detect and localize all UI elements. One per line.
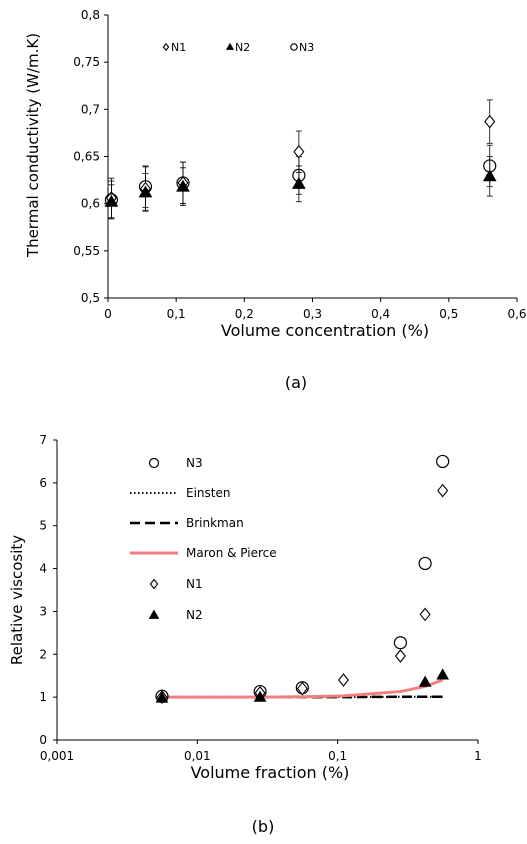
legend-label-n3: N3: [186, 456, 203, 470]
legend-label-brinkman: Brinkman: [186, 516, 244, 530]
y-tick-label: 0: [39, 733, 47, 747]
x-axis-label: Volume concentration (%): [221, 321, 429, 340]
y-tick-label: 5: [39, 519, 47, 533]
data-markers: [104, 114, 497, 207]
point-n3: [104, 193, 119, 207]
x-tick-label: 0,2: [235, 307, 254, 321]
y-tick-label: 1: [39, 690, 47, 704]
point-n2: [155, 691, 169, 703]
legend-marker-n3: [290, 43, 298, 51]
point-n3: [292, 168, 306, 182]
axes: [104, 14, 518, 302]
legend-marker-n3: [148, 457, 160, 469]
point-n1: [484, 114, 496, 129]
y-tick-label: 0,6: [81, 197, 100, 211]
point-n1: [293, 144, 305, 159]
point-n1: [419, 607, 431, 622]
caption-b: (b): [252, 817, 275, 836]
point-n2: [482, 169, 497, 182]
x-axis-label: Volume fraction (%): [191, 763, 350, 782]
x-tick-label: 0: [104, 307, 112, 321]
x-tick-labels: 0 0,1 0,2 0,3 0,4 0,5 0,6: [104, 307, 526, 321]
y-tick-label: 0,8: [81, 8, 100, 22]
point-n3: [483, 159, 497, 173]
y-tick-label: 6: [39, 476, 47, 490]
point-n3: [393, 636, 408, 650]
legend: N1 N2 N3: [162, 41, 314, 54]
legend-label-n2: N2: [186, 608, 203, 622]
point-n3: [418, 556, 432, 571]
legend: N3 Einsten Brinkman Maron & Pierce N1 N2: [130, 456, 277, 622]
x-tick-label: 0,1: [167, 307, 186, 321]
y-tick-label: 3: [39, 604, 47, 618]
x-tick-label: 0,5: [439, 307, 458, 321]
legend-label-einsten: Einsten: [186, 486, 230, 500]
legend-label-n1: N1: [186, 577, 203, 591]
y-tick-labels: 0,5 0,55 0,6 0,65 0,7 0,75 0,8: [73, 8, 100, 305]
y-tick-label: 0,65: [73, 150, 100, 164]
legend-marker-n1: [149, 578, 159, 590]
point-n3: [436, 454, 450, 469]
error-bars: [108, 99, 493, 220]
y-tick-label: 2: [39, 647, 47, 661]
legend-marker-n1: [162, 42, 170, 52]
point-n1: [296, 681, 308, 696]
legend-marker-n2: [225, 42, 235, 50]
legend-marker-n2: [148, 609, 160, 619]
legend-label-n3: N3: [299, 41, 314, 54]
point-n1: [437, 483, 449, 498]
y-axis-label: Relative viscosity: [8, 535, 26, 665]
x-tick-label: 0,4: [371, 307, 390, 321]
x-tick-label: 0,1: [328, 749, 347, 763]
x-tick-label: 1: [474, 749, 482, 763]
legend-label-maron-pierce: Maron & Pierce: [186, 546, 277, 560]
chart-thermal-conductivity: 0,5 0,55 0,6 0,65 0,7 0,75 0,8 0 0,1 0,2 0,3 0,4 0,…: [24, 8, 527, 392]
y-tick-label: 7: [39, 433, 47, 447]
y-tick-label: 4: [39, 562, 47, 576]
y-tick-label: 0,7: [81, 102, 100, 116]
x-tick-label: 0,3: [303, 307, 322, 321]
y-axis-label: Thermal conductivity (W/m.K): [24, 33, 42, 258]
x-tick-label: 0,001: [40, 749, 74, 763]
y-tick-labels: 0 1 2 3 4 5 6 7: [39, 433, 47, 747]
point-n3: [138, 180, 153, 194]
x-tick-label: 0,01: [184, 749, 211, 763]
y-tick-label: 0,5: [81, 291, 100, 305]
point-n2: [292, 176, 306, 189]
point-n2: [418, 675, 432, 687]
point-n2: [253, 690, 267, 702]
point-n1: [337, 673, 349, 687]
x-tick-label: 0,6: [507, 307, 526, 321]
chart-relative-viscosity: 0 1 2 3 4 5 6 7 0,001 0,01 0,1 1 N3 Einsten Brinkman…: [8, 433, 482, 836]
point-n1: [394, 649, 406, 663]
point-n3: [176, 176, 190, 190]
x-tick-labels: 0,001 0,01 0,1 1: [40, 749, 482, 763]
point-n2: [436, 668, 450, 680]
y-tick-label: 0,75: [73, 55, 100, 69]
legend-label-n2: N2: [235, 41, 250, 54]
y-tick-label: 0,55: [73, 244, 100, 258]
legend-label-n1: N1: [171, 41, 186, 54]
axes: [53, 439, 479, 744]
data-markers: [155, 454, 450, 705]
caption-a: (a): [285, 373, 307, 392]
